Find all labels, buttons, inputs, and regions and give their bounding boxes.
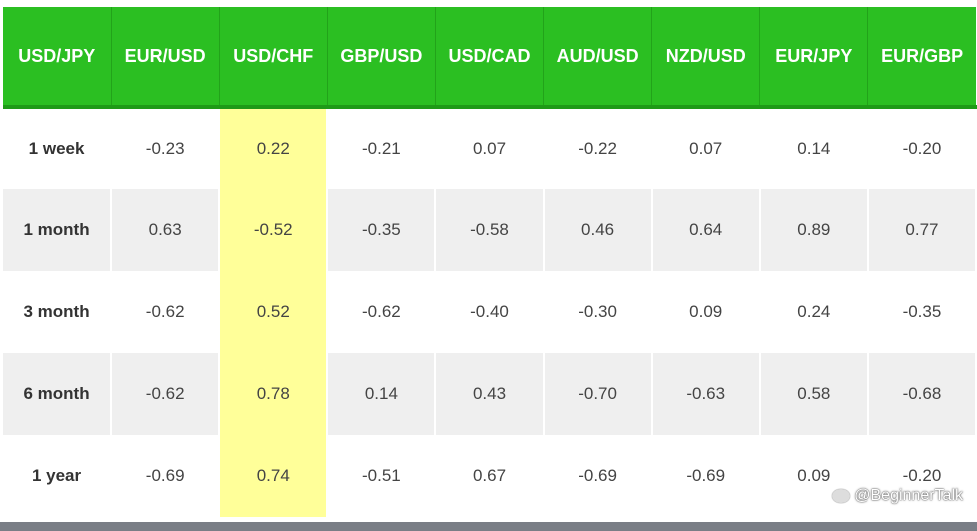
table-cell: -0.70 bbox=[543, 353, 653, 435]
table-cell: -0.69 bbox=[543, 435, 653, 517]
row-label: 1 week bbox=[3, 107, 113, 189]
correlation-table: USD/JPY EUR/USD USD/CHF GBP/USD USD/CAD … bbox=[3, 7, 977, 517]
row-label: 1 month bbox=[3, 189, 113, 271]
col-header-gbp-usd: GBP/USD bbox=[327, 7, 436, 109]
table-cell: -0.63 bbox=[651, 353, 761, 435]
table-cell: -0.62 bbox=[111, 353, 221, 435]
table-cell: 0.77 bbox=[867, 189, 977, 271]
table-cell: -0.30 bbox=[543, 271, 653, 353]
table-cell: -0.35 bbox=[867, 271, 977, 353]
table-cell: -0.40 bbox=[435, 271, 545, 353]
watermark: @BeginnerTalk bbox=[832, 487, 963, 505]
table-cell: 0.14 bbox=[327, 353, 437, 435]
table-cell: 0.43 bbox=[435, 353, 545, 435]
table-cell: 0.09 bbox=[759, 435, 869, 517]
table-cell: 0.74 bbox=[219, 435, 329, 517]
table-cell: -0.62 bbox=[111, 271, 221, 353]
row-label: 6 month bbox=[3, 353, 113, 435]
table-cell: -0.52 bbox=[219, 189, 329, 271]
table-row: 3 month -0.62 0.52 -0.62 -0.40 -0.30 0.0… bbox=[3, 271, 977, 353]
table-cell: 0.22 bbox=[219, 107, 329, 189]
row-label: 1 year bbox=[3, 435, 113, 517]
table-cell: 0.07 bbox=[435, 107, 545, 189]
col-header-aud-usd: AUD/USD bbox=[543, 7, 653, 109]
table-cell: -0.62 bbox=[327, 271, 437, 353]
col-header-usd-cad: USD/CAD bbox=[435, 7, 545, 109]
table-cell: -0.20 bbox=[867, 435, 977, 517]
table-cell: 0.14 bbox=[759, 107, 869, 189]
table-cell: -0.51 bbox=[327, 435, 437, 517]
table-cell: -0.69 bbox=[651, 435, 761, 517]
table-cell: -0.35 bbox=[327, 189, 437, 271]
table-row: 6 month -0.62 0.78 0.14 0.43 -0.70 -0.63… bbox=[3, 353, 977, 435]
col-header-eur-gbp: EUR/GBP bbox=[867, 7, 976, 109]
row-label: 3 month bbox=[3, 271, 113, 353]
table-cell: -0.21 bbox=[327, 107, 437, 189]
table-cell: 0.58 bbox=[759, 353, 869, 435]
table-cell: 0.63 bbox=[111, 189, 221, 271]
table-row: 1 week -0.23 0.22 -0.21 0.07 -0.22 0.07 … bbox=[3, 107, 977, 189]
table-cell: -0.58 bbox=[435, 189, 545, 271]
table-cell: 0.24 bbox=[759, 271, 869, 353]
table-cell: -0.22 bbox=[543, 107, 653, 189]
table-cell: -0.20 bbox=[867, 107, 977, 189]
col-header-eur-usd: EUR/USD bbox=[111, 7, 220, 109]
table-cell: -0.69 bbox=[111, 435, 221, 517]
table-cell: 0.07 bbox=[651, 107, 761, 189]
bottom-bar bbox=[0, 522, 977, 531]
table-cell: 0.46 bbox=[543, 189, 653, 271]
table-cell: 0.67 bbox=[435, 435, 545, 517]
chat-bubble-icon bbox=[832, 489, 851, 503]
watermark-text: @BeginnerTalk bbox=[854, 487, 963, 504]
table-cell: 0.89 bbox=[759, 189, 869, 271]
col-header-usd-jpy: USD/JPY bbox=[3, 7, 112, 109]
table-cell: 0.09 bbox=[651, 271, 761, 353]
table-cell: 0.78 bbox=[219, 353, 329, 435]
col-header-nzd-usd: NZD/USD bbox=[651, 7, 761, 109]
header-row: USD/JPY EUR/USD USD/CHF GBP/USD USD/CAD … bbox=[3, 7, 976, 109]
table-cell: 0.64 bbox=[651, 189, 761, 271]
table-cell: 0.52 bbox=[219, 271, 329, 353]
col-header-eur-jpy: EUR/JPY bbox=[759, 7, 869, 109]
table-row: 1 month 0.63 -0.52 -0.35 -0.58 0.46 0.64… bbox=[3, 189, 977, 271]
table-cell: -0.23 bbox=[111, 107, 221, 189]
table-cell: -0.68 bbox=[867, 353, 977, 435]
table-row: 1 year -0.69 0.74 -0.51 0.67 -0.69 -0.69… bbox=[3, 435, 977, 517]
col-header-usd-chf: USD/CHF bbox=[219, 7, 328, 109]
